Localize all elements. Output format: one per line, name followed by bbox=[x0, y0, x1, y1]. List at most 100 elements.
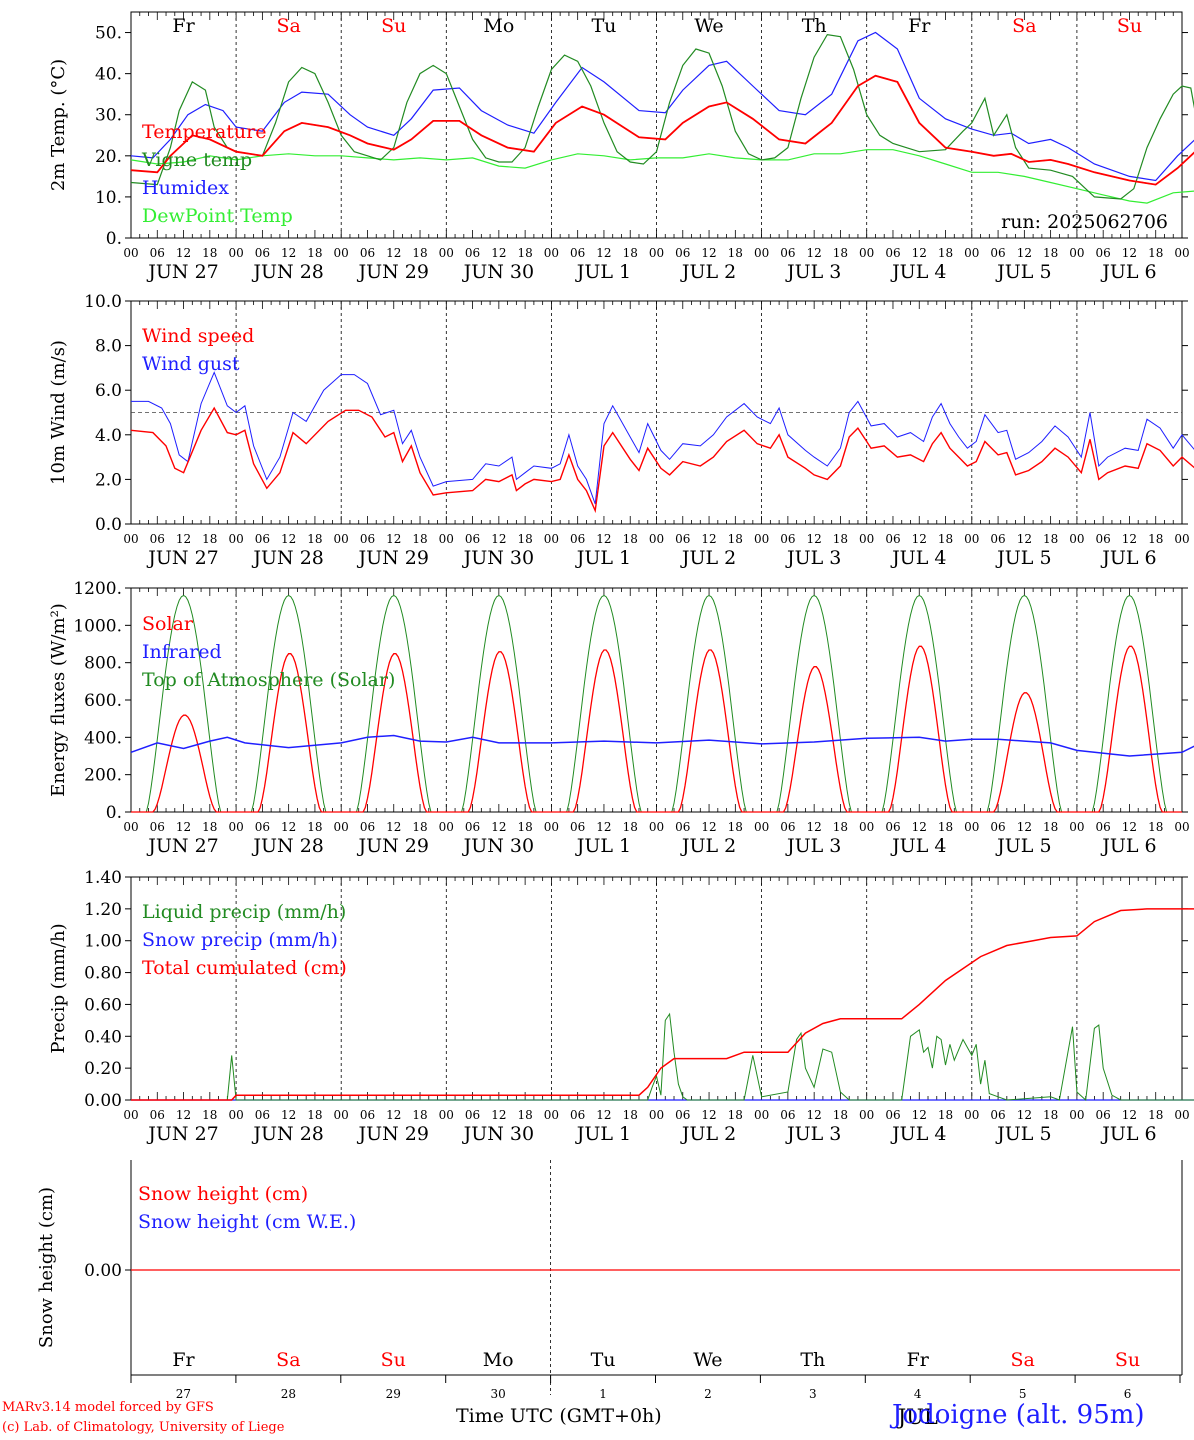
hour-tick-label: 06 bbox=[990, 532, 1005, 546]
legend-entry: Vigne temp bbox=[141, 149, 252, 171]
weekday-label: Th bbox=[802, 15, 827, 37]
day-number-label: 4 bbox=[914, 1387, 922, 1401]
hour-tick-label: 18 bbox=[728, 246, 743, 260]
hour-tick-label: 18 bbox=[1043, 532, 1058, 546]
date-label: JUL 6 bbox=[1100, 1123, 1156, 1145]
hour-tick-label: 00 bbox=[964, 1108, 979, 1122]
hour-tick-label: 12 bbox=[281, 532, 296, 546]
date-label: JUN 29 bbox=[357, 547, 429, 569]
hour-tick-label: 00 bbox=[859, 246, 874, 260]
weekday-label: Su bbox=[381, 15, 406, 37]
date-label: JUN 27 bbox=[146, 547, 218, 569]
hour-tick-label: 18 bbox=[728, 820, 743, 834]
day-number-label: 28 bbox=[281, 1387, 296, 1401]
hour-tick-label: 12 bbox=[701, 246, 716, 260]
hour-tick-label: 12 bbox=[491, 532, 506, 546]
hour-tick-label: 00 bbox=[964, 532, 979, 546]
series-infrared bbox=[130, 734, 1194, 757]
hour-tick-label: 00 bbox=[123, 246, 138, 260]
hour-tick-label: 12 bbox=[386, 820, 401, 834]
date-label: JUL 3 bbox=[785, 835, 841, 857]
hour-tick-label: 12 bbox=[491, 820, 506, 834]
hour-tick-label: 12 bbox=[912, 1108, 927, 1122]
date-label: JUL 6 bbox=[1100, 261, 1156, 283]
hour-tick-label: 18 bbox=[517, 532, 532, 546]
hour-tick-label: 06 bbox=[150, 246, 165, 260]
hour-tick-label: 00 bbox=[649, 532, 664, 546]
legend-entry: Temperature bbox=[142, 121, 266, 143]
weekday-label: Sa bbox=[1010, 1349, 1034, 1371]
hour-tick-label: 18 bbox=[833, 820, 848, 834]
hour-tick-label: 06 bbox=[465, 532, 480, 546]
date-label: JUL 4 bbox=[890, 1123, 946, 1145]
weekday-label: Sa bbox=[276, 15, 300, 37]
hour-tick-label: 00 bbox=[228, 532, 243, 546]
hour-tick-label: 00 bbox=[334, 246, 349, 260]
hour-tick-label: 18 bbox=[307, 1108, 322, 1122]
hour-tick-label: 12 bbox=[807, 1108, 822, 1122]
hour-tick-label: 00 bbox=[1069, 532, 1084, 546]
legend-entry: Wind speed bbox=[142, 325, 254, 347]
weekday-label: Su bbox=[1117, 15, 1142, 37]
hour-tick-label: 12 bbox=[1122, 246, 1137, 260]
hour-tick-label: 12 bbox=[176, 532, 191, 546]
hour-tick-label: 00 bbox=[859, 1108, 874, 1122]
hour-tick-label: 12 bbox=[1017, 1108, 1032, 1122]
hour-tick-label: 18 bbox=[833, 246, 848, 260]
y-tick-label: 200. bbox=[84, 766, 122, 786]
hour-tick-label: 12 bbox=[1122, 532, 1137, 546]
weekday-label: We bbox=[694, 15, 723, 37]
hour-tick-label: 12 bbox=[386, 246, 401, 260]
hour-tick-label: 00 bbox=[334, 532, 349, 546]
hour-tick-label: 06 bbox=[780, 1108, 795, 1122]
hour-tick-label: 12 bbox=[807, 246, 822, 260]
hour-tick-label: 18 bbox=[307, 246, 322, 260]
date-label: JUL 1 bbox=[575, 835, 631, 857]
y-tick-label: 400. bbox=[84, 728, 122, 748]
date-label: JUN 29 bbox=[357, 261, 429, 283]
hour-tick-label: 12 bbox=[1017, 532, 1032, 546]
date-label: JUN 27 bbox=[146, 1123, 218, 1145]
plot-frame-3 bbox=[130, 587, 1183, 813]
hour-tick-label: 12 bbox=[1017, 246, 1032, 260]
hour-tick-label: 06 bbox=[675, 820, 690, 834]
date-label: JUL 4 bbox=[890, 547, 946, 569]
date-label: JUL 2 bbox=[680, 547, 736, 569]
hour-tick-label: 00 bbox=[1069, 1108, 1084, 1122]
hour-tick-label: 00 bbox=[964, 820, 979, 834]
hour-tick-label: 06 bbox=[465, 246, 480, 260]
hour-tick-label: 18 bbox=[833, 1108, 848, 1122]
series-solar bbox=[131, 645, 1182, 813]
hour-tick-label: 06 bbox=[1096, 820, 1111, 834]
date-label: JUL 4 bbox=[890, 261, 946, 283]
hour-tick-label: 00 bbox=[439, 1108, 454, 1122]
hour-tick-label: 12 bbox=[281, 246, 296, 260]
date-label: JUL 3 bbox=[785, 1123, 841, 1145]
hour-tick-label: 18 bbox=[728, 532, 743, 546]
y-tick-label: 0.0 bbox=[95, 515, 122, 535]
hour-tick-label: 06 bbox=[990, 246, 1005, 260]
hour-tick-label: 06 bbox=[780, 820, 795, 834]
date-label: JUL 5 bbox=[995, 1123, 1051, 1145]
hour-tick-label: 12 bbox=[596, 820, 611, 834]
hour-tick-label: 00 bbox=[1174, 1108, 1189, 1122]
hour-tick-label: 00 bbox=[439, 246, 454, 260]
hour-tick-label: 00 bbox=[754, 532, 769, 546]
hour-tick-label: 00 bbox=[123, 532, 138, 546]
hour-tick-label: 18 bbox=[728, 1108, 743, 1122]
hour-tick-label: 12 bbox=[807, 532, 822, 546]
hour-tick-label: 18 bbox=[412, 1108, 427, 1122]
y-tick-label: 20. bbox=[95, 147, 122, 167]
y-tick-label: 8.0 bbox=[95, 337, 122, 357]
hour-tick-label: 12 bbox=[176, 246, 191, 260]
y-tick-label: 800. bbox=[84, 654, 122, 674]
hour-tick-label: 06 bbox=[570, 1108, 585, 1122]
hour-tick-label: 06 bbox=[360, 246, 375, 260]
hour-tick-label: 18 bbox=[1043, 820, 1058, 834]
hour-tick-label: 00 bbox=[334, 1108, 349, 1122]
y-tick-label: 0.80 bbox=[84, 964, 122, 984]
y-tick-label: 1.20 bbox=[84, 900, 122, 920]
day-number-label: 29 bbox=[386, 1387, 401, 1401]
hour-tick-label: 00 bbox=[439, 820, 454, 834]
date-label: JUL 2 bbox=[680, 261, 736, 283]
